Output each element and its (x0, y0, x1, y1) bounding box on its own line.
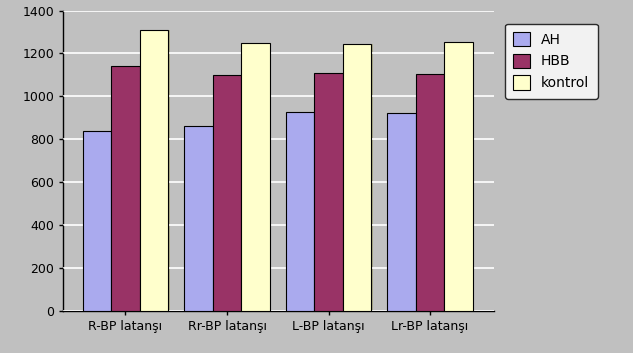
Bar (446, 42, 474, 311)
Bar (140, 30, 168, 311)
Bar (241, 43, 270, 311)
Bar (416, 74, 444, 311)
Bar (387, 113, 416, 311)
Bar (315, 73, 342, 311)
Bar (444, 42, 473, 311)
Bar (417, 74, 446, 311)
Bar (186, 126, 215, 311)
Bar (242, 43, 271, 311)
Bar (342, 44, 371, 311)
Bar (84, 131, 113, 311)
Bar (389, 113, 417, 311)
Bar (184, 126, 213, 311)
Bar (316, 73, 344, 311)
Bar (344, 44, 373, 311)
Bar (215, 75, 242, 311)
Bar (83, 131, 111, 311)
Bar (287, 112, 316, 311)
Bar (113, 66, 141, 311)
Bar (286, 112, 315, 311)
Bar (213, 75, 241, 311)
Bar (111, 66, 140, 311)
Legend: AH, HBB, kontrol: AH, HBB, kontrol (505, 24, 598, 98)
Bar (141, 30, 170, 311)
